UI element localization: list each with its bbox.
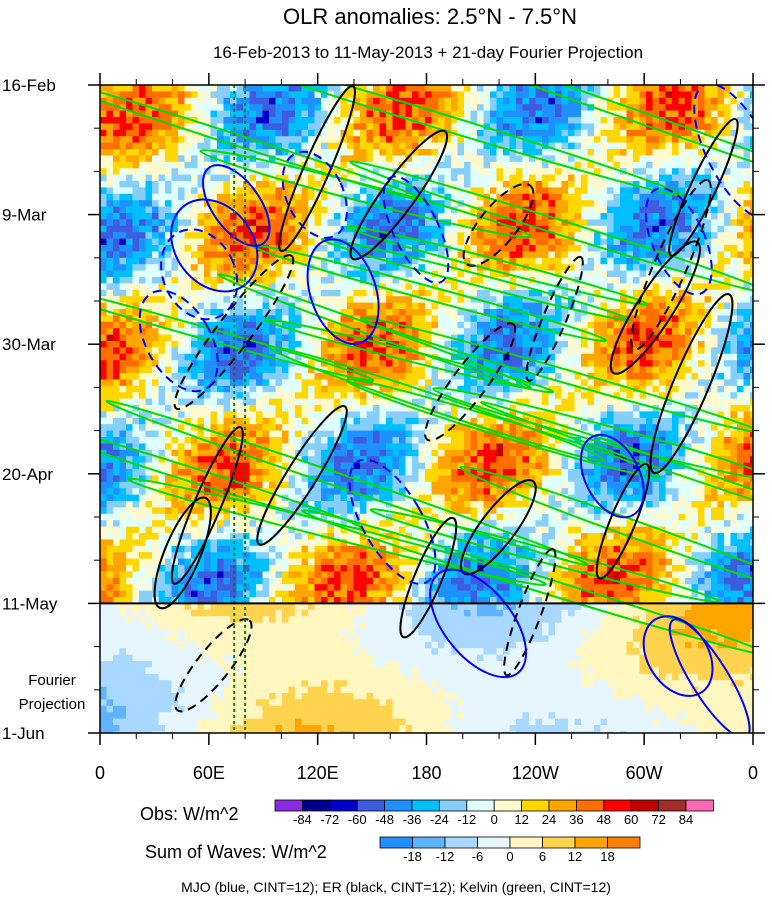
chart-title: OLR anomalies: 2.5°N - 7.5°N bbox=[283, 4, 577, 29]
chart-footnote: MJO (blue, CINT=12); ER (black, CINT=12)… bbox=[181, 879, 611, 895]
obs-colorbar-swatch bbox=[604, 800, 631, 811]
obs-colorbar-level-label: 84 bbox=[679, 812, 693, 827]
waves-colorbar-swatch bbox=[478, 837, 511, 848]
obs-colorbar-swatch bbox=[412, 800, 439, 811]
obs-colorbar-level-label: 0 bbox=[491, 812, 498, 827]
waves-colorbar-swatch bbox=[380, 837, 413, 848]
obs-colorbar-level-label: 36 bbox=[569, 812, 583, 827]
waves-colorbar-level-label: -6 bbox=[472, 849, 484, 864]
obs-colorbar-swatch bbox=[494, 800, 521, 811]
waves-colorbar-swatch bbox=[510, 837, 543, 848]
obs-colorbar-level-label: -60 bbox=[348, 812, 367, 827]
obs-colorbar-level-label: -24 bbox=[430, 812, 449, 827]
x-tick-label: 60W bbox=[626, 763, 663, 783]
waves-colorbar-swatch bbox=[543, 837, 576, 848]
obs-colorbar-level-label: 48 bbox=[597, 812, 611, 827]
waves-colorbar-level-label: 18 bbox=[600, 849, 614, 864]
obs-colorbar-swatch bbox=[576, 800, 603, 811]
y-tick-label: 11-May bbox=[2, 594, 58, 613]
obs-colorbar-swatch bbox=[330, 800, 357, 811]
chart-subtitle: 16-Feb-2013 to 11-May-2013 + 21-day Four… bbox=[213, 43, 643, 62]
waves-colorbar-level-label: -18 bbox=[403, 849, 422, 864]
obs-colorbar-swatch bbox=[357, 800, 384, 811]
y-tick-label: 20-Apr bbox=[2, 465, 53, 484]
obs-colorbar-level-label: -12 bbox=[457, 812, 476, 827]
y-tick-label: 1-Jun bbox=[2, 724, 45, 743]
obs-colorbar-swatch bbox=[686, 800, 713, 811]
y-tick-label: 30-Mar bbox=[2, 335, 56, 354]
obs-colorbar-level-label: 72 bbox=[651, 812, 665, 827]
obs-colorbar-swatch bbox=[439, 800, 466, 811]
waves-colorbar-level-label: -12 bbox=[436, 849, 455, 864]
waves-colorbar-level-label: 6 bbox=[539, 849, 546, 864]
obs-colorbar-swatch bbox=[659, 800, 686, 811]
waves-colorbar-level-label: 0 bbox=[506, 849, 513, 864]
obs-colorbar-swatch bbox=[275, 800, 302, 811]
obs-colorbar-level-label: 12 bbox=[514, 812, 528, 827]
waves-colorbar-swatch bbox=[575, 837, 608, 848]
x-tick-label: 60E bbox=[193, 763, 225, 783]
waves-colorbar-swatch bbox=[445, 837, 478, 848]
waves-colorbar: -18 -12 -6 0 6 12 18 bbox=[380, 837, 640, 864]
obs-colorbar-swatch bbox=[302, 800, 329, 811]
obs-colorbar-level-label: 60 bbox=[624, 812, 638, 827]
obs-colorbar-level-label: 24 bbox=[542, 812, 556, 827]
obs-colorbar-swatch bbox=[385, 800, 412, 811]
x-tick-label: 120W bbox=[512, 763, 559, 783]
waves-colorbar-label: Sum of Waves: W/m^2 bbox=[145, 842, 327, 862]
waves-colorbar-level-label: 12 bbox=[568, 849, 582, 864]
obs-colorbar-label: Obs: W/m^2 bbox=[140, 804, 238, 824]
obs-colorbar-swatch bbox=[522, 800, 549, 811]
obs-colorbar-level-label: -72 bbox=[320, 812, 339, 827]
obs-colorbar-level-label: -36 bbox=[403, 812, 422, 827]
obs-colorbar-swatch bbox=[631, 800, 658, 811]
obs-colorbar-swatch bbox=[549, 800, 576, 811]
y-tick-label: 9-Mar bbox=[2, 206, 47, 225]
obs-colorbar: -84 -72 -60 -48 -36 -24 -12 0 12 24 36 48 60 72 84 bbox=[275, 800, 713, 827]
waves-colorbar-swatch bbox=[413, 837, 446, 848]
obs-colorbar-level-label: -84 bbox=[293, 812, 312, 827]
projection-label-line1: Fourier bbox=[28, 672, 76, 689]
obs-colorbar-swatch bbox=[467, 800, 494, 811]
projection-label-line2: Projection bbox=[19, 696, 86, 713]
x-tick-label: 180 bbox=[411, 763, 441, 783]
waves-colorbar-swatch bbox=[608, 837, 641, 848]
y-tick-label: 16-Feb bbox=[2, 76, 56, 95]
x-tick-label: 0 bbox=[95, 763, 105, 783]
x-tick-label: 120E bbox=[297, 763, 339, 783]
obs-colorbar-level-label: -48 bbox=[375, 812, 394, 827]
olr-anomaly-field bbox=[100, 85, 757, 738]
x-tick-label: 0 bbox=[748, 763, 758, 783]
